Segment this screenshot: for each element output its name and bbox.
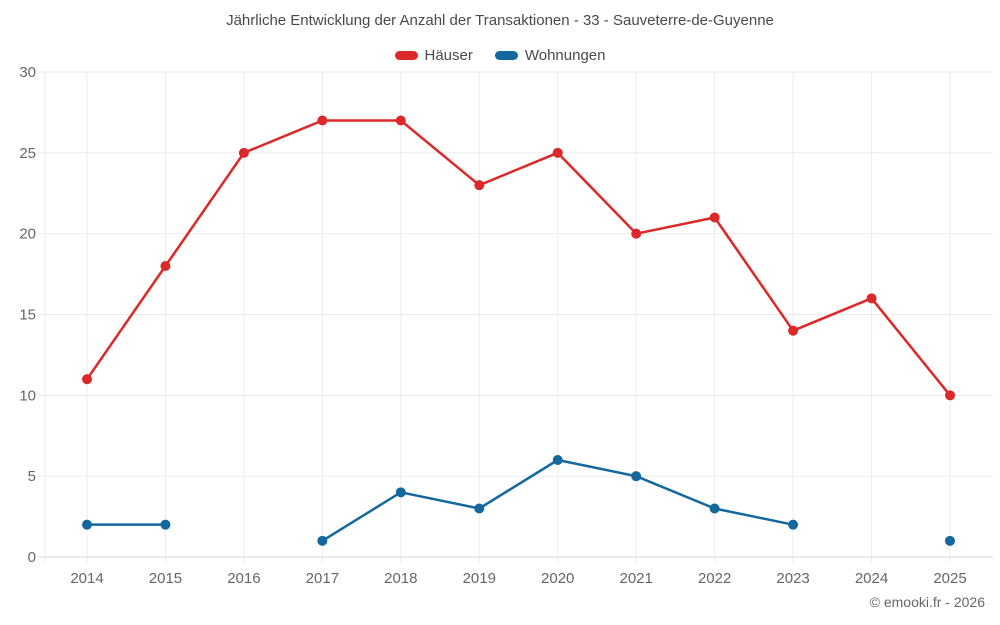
chart-legend: Häuser Wohnungen xyxy=(0,47,1000,64)
data-point[interactable] xyxy=(82,374,92,385)
x-tick-label: 2020 xyxy=(541,570,574,587)
data-point[interactable] xyxy=(945,390,955,401)
y-tick-label: 10 xyxy=(19,387,36,404)
data-point[interactable] xyxy=(474,503,485,514)
y-tick-label: 20 xyxy=(19,226,36,243)
data-point[interactable] xyxy=(238,147,249,158)
y-tick-label: 25 xyxy=(19,145,36,162)
x-tick-label: 2018 xyxy=(384,570,417,587)
data-point[interactable] xyxy=(395,115,406,126)
x-tick-label: 2014 xyxy=(70,570,103,587)
legend-swatch-haeuser-icon xyxy=(394,51,418,60)
data-point[interactable] xyxy=(552,455,563,465)
data-point[interactable] xyxy=(788,325,799,336)
data-point[interactable] xyxy=(317,115,328,126)
data-point[interactable] xyxy=(866,293,877,304)
legend-item-haeuser[interactable]: Häuser xyxy=(394,47,473,64)
data-point[interactable] xyxy=(945,535,955,546)
copyright-footer: © emooki.fr - 2026 xyxy=(869,594,985,610)
data-point[interactable] xyxy=(317,535,328,546)
y-tick-label: 15 xyxy=(19,307,36,324)
data-point[interactable] xyxy=(160,519,171,530)
chart-title: Jährliche Entwicklung der Anzahl der Tra… xyxy=(226,12,774,29)
legend-label-haeuser: Häuser xyxy=(424,47,473,64)
data-point[interactable] xyxy=(474,180,485,191)
x-tick-label: 2017 xyxy=(306,570,339,587)
legend-item-wohnungen[interactable]: Wohnungen xyxy=(494,47,606,64)
data-point[interactable] xyxy=(631,471,642,482)
data-point[interactable] xyxy=(631,228,642,239)
data-point[interactable] xyxy=(552,147,563,158)
y-tick-label: 30 xyxy=(19,64,36,81)
x-tick-label: 2023 xyxy=(776,570,809,587)
x-tick-label: 2021 xyxy=(619,570,652,587)
series-line-0 xyxy=(85,119,952,397)
x-tick-label: 2015 xyxy=(149,570,182,587)
x-tick-label: 2024 xyxy=(855,570,888,587)
data-point[interactable] xyxy=(788,519,799,530)
x-tick-label: 2019 xyxy=(463,570,496,587)
x-tick-label: 2022 xyxy=(698,570,731,587)
x-tick-label: 2016 xyxy=(227,570,260,587)
legend-swatch-wohnungen-icon xyxy=(494,51,518,60)
legend-label-wohnungen: Wohnungen xyxy=(524,47,606,64)
data-point[interactable] xyxy=(709,212,720,223)
y-tick-label: 5 xyxy=(28,468,36,485)
data-point[interactable] xyxy=(82,519,92,530)
data-point[interactable] xyxy=(160,261,171,271)
x-tick-label: 2025 xyxy=(933,570,966,587)
y-tick-label: 0 xyxy=(28,549,36,566)
data-point[interactable] xyxy=(709,503,720,514)
data-point[interactable] xyxy=(395,487,406,498)
